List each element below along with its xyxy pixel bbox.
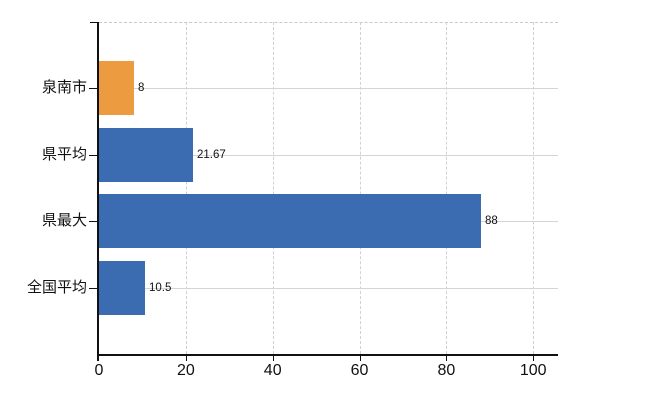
category-label: 泉南市 — [41, 79, 87, 96]
y-axis-tick — [89, 88, 97, 89]
gridline-vertical — [272, 22, 274, 354]
x-axis-tick — [533, 356, 535, 361]
x-tick-label: 80 — [437, 362, 456, 379]
y-axis-tick — [89, 221, 97, 222]
y-axis-top-tick — [90, 22, 97, 23]
x-tick-label: 40 — [263, 362, 282, 379]
gridline-vertical — [446, 22, 448, 354]
bar — [99, 61, 134, 115]
x-axis-tick — [359, 356, 361, 361]
y-axis — [97, 22, 99, 356]
y-axis-tick — [89, 155, 97, 156]
gridline-vertical — [359, 22, 361, 354]
gridline-horizontal — [99, 88, 558, 89]
x-axis-tick — [446, 356, 448, 361]
x-tick-label: 20 — [176, 362, 195, 379]
bar — [99, 194, 481, 248]
value-label: 21.67 — [197, 149, 226, 161]
y-axis-tick — [89, 288, 97, 289]
gridline-vertical — [533, 22, 535, 354]
value-label: 8 — [138, 82, 145, 94]
plot-top-border — [99, 22, 558, 23]
gridline-horizontal — [99, 288, 558, 289]
bar — [99, 261, 145, 315]
bar — [99, 128, 193, 182]
gridline-vertical — [185, 22, 187, 354]
x-axis-tick — [185, 356, 187, 361]
category-label: 県平均 — [41, 146, 87, 163]
category-label: 県最大 — [41, 212, 87, 229]
value-label: 88 — [485, 215, 498, 227]
category-label: 全国平均 — [26, 279, 87, 296]
value-label: 10.5 — [149, 282, 172, 294]
gridline-horizontal — [99, 155, 558, 156]
x-axis-tick — [272, 356, 274, 361]
x-tick-label: 60 — [350, 362, 369, 379]
x-axis-tick — [97, 356, 99, 361]
x-tick-label: 100 — [519, 362, 547, 379]
x-tick-label: 0 — [94, 362, 104, 379]
x-axis — [97, 354, 558, 356]
